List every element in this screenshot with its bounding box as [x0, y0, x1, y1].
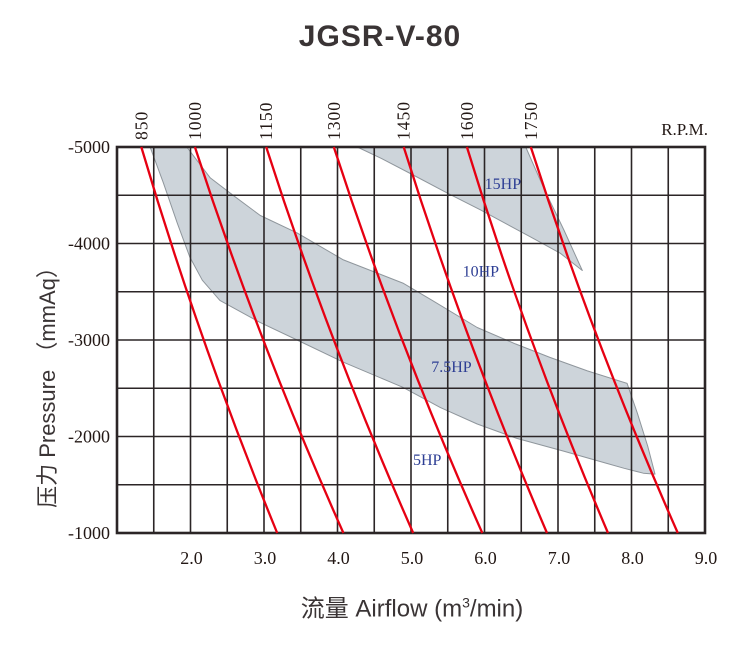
x-tick-label: 4.0 — [327, 548, 350, 568]
rpm-curve-label: 1600 — [457, 101, 477, 140]
y-tick-label: -2000 — [68, 427, 110, 447]
x-tick-label: 7.0 — [548, 548, 571, 568]
rpm-curve-label: 850 — [131, 111, 151, 140]
x-tick-label: 6.0 — [474, 548, 497, 568]
rpm-curve-label: 1300 — [324, 101, 344, 140]
plot-border — [115, 145, 707, 535]
x-axis-title-suffix: /min) — [469, 595, 524, 623]
x-axis-title-superscript: 3 — [462, 594, 470, 611]
y-axis-title: 压力 Pressure （mmAq） — [35, 256, 60, 508]
hp-region-label: 15HP — [485, 176, 522, 193]
x-tick-label: 8.0 — [621, 548, 644, 568]
y-tick-label: -3000 — [68, 330, 110, 350]
y-tick-label: -4000 — [68, 234, 110, 254]
x-tick-label: 5.0 — [401, 548, 424, 568]
hp-region-label: 5HP — [413, 452, 442, 469]
rpm-curve-1600 — [465, 146, 610, 534]
rpm-curve-label: 1750 — [521, 101, 541, 140]
y-tick-label: -1000 — [68, 523, 110, 543]
rpm-curve-1300 — [332, 146, 484, 534]
y-tick-label: -5000 — [68, 137, 110, 157]
band-15HP — [356, 146, 583, 271]
x-axis-title: 流量 Airflow (m3/min) — [301, 589, 523, 624]
rpm-curve-1150 — [265, 146, 415, 534]
band-7.5HP — [149, 146, 656, 475]
hp-region-label: 7.5HP — [431, 359, 472, 376]
rpm-curve-label: 1450 — [394, 101, 414, 140]
x-tick-label: 9.0 — [695, 548, 718, 568]
x-tick-label: 3.0 — [254, 548, 277, 568]
hp-region-label: 10HP — [463, 264, 500, 281]
rpm-curve-1750 — [529, 146, 679, 534]
rpm-axis-label: R.P.M. — [661, 120, 708, 139]
rpm-curve-1450 — [402, 146, 549, 534]
rpm-curve-1000 — [193, 146, 345, 534]
rpm-curve-label: 1000 — [185, 101, 205, 140]
rpm-curve-label: 1150 — [256, 102, 276, 140]
x-axis-title-prefix: 流量 Airflow (m — [300, 595, 463, 623]
x-tick-label: 2.0 — [180, 548, 203, 568]
chart-title: JGSR-V-80 — [298, 20, 462, 53]
rpm-curve-850 — [140, 146, 279, 534]
